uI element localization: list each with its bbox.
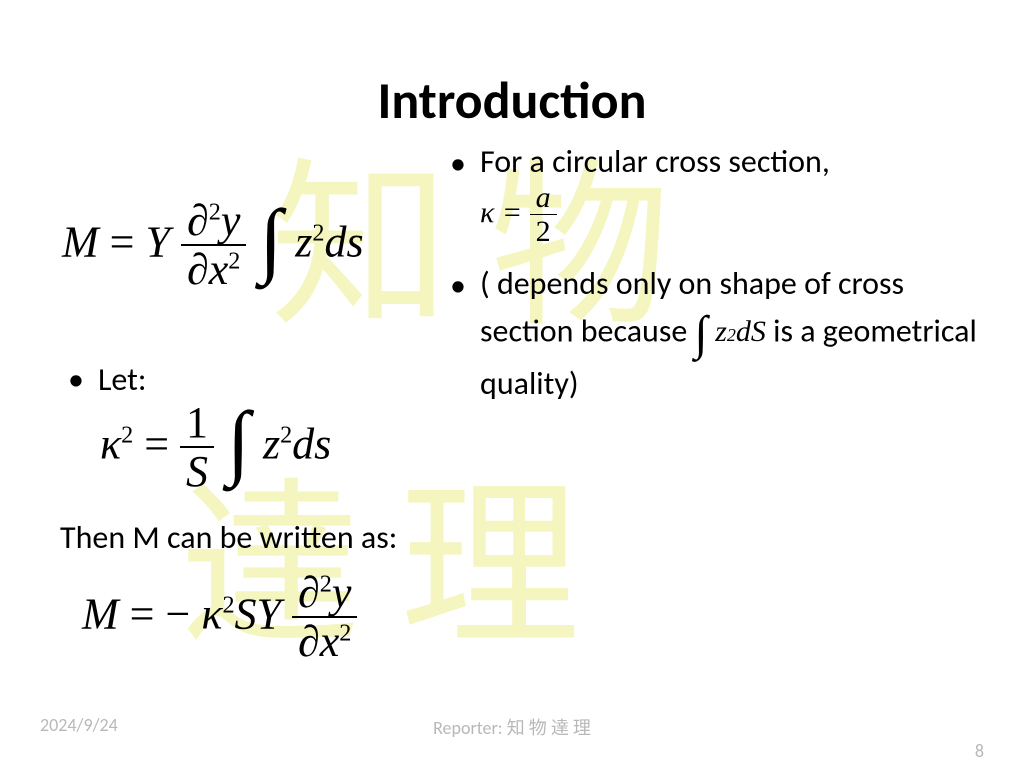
eq3-Y: Y bbox=[257, 589, 281, 638]
equation-kappa-a: κ = a 2 bbox=[480, 196, 557, 229]
page-title: Introduction bbox=[0, 0, 1024, 132]
eq2-fraction: 1 S bbox=[180, 400, 214, 497]
eq3-S: S bbox=[235, 589, 257, 638]
equation-kappa-def: κ2 = 1 S ∫ z2ds bbox=[100, 400, 331, 497]
bullet-item-depends: • ( depends only on shape of cross secti… bbox=[450, 264, 1000, 404]
eq2-z: z bbox=[263, 419, 280, 468]
bullet-icon: • bbox=[68, 360, 84, 399]
integral-sign: ∫ bbox=[259, 192, 282, 288]
eq2-ds: ds bbox=[292, 419, 331, 468]
slide-footer: 2024/9/24 Reporter: 知 物 達 理 8 bbox=[0, 714, 1024, 740]
integral-sign: ∫ bbox=[227, 394, 250, 490]
inline-integral: ∫ z2dS bbox=[695, 304, 766, 364]
eq3-fraction: ∂2y ∂x2 bbox=[292, 570, 357, 667]
equation-moment-final: M = − κ2SY ∂2y ∂x2 bbox=[82, 570, 357, 667]
let-label: •Let: bbox=[58, 360, 146, 399]
eq3-kappa: κ bbox=[201, 589, 222, 638]
equals-sign: = bbox=[144, 419, 180, 468]
equation-moment: M = Y ∂2y ∂x2 ∫ z2ds bbox=[62, 198, 364, 295]
slide-content: Introduction M = Y ∂2y ∂x2 ∫ z2ds •Let: … bbox=[0, 0, 1024, 768]
footer-reporter: Reporter: 知 物 達 理 bbox=[0, 714, 1024, 740]
minus-sign: − bbox=[165, 589, 190, 638]
eq2-kappa: κ bbox=[100, 419, 121, 468]
bullet-icon: • bbox=[450, 144, 466, 184]
eq3-M: M bbox=[82, 589, 119, 638]
eq1-ds: ds bbox=[324, 217, 363, 266]
equals-sign: = bbox=[130, 589, 166, 638]
equals-sign: = bbox=[110, 217, 146, 266]
item1-text: For a circular cross section, bbox=[480, 142, 830, 181]
bullet-icon: • bbox=[450, 266, 466, 306]
eq1-M: M bbox=[62, 217, 99, 266]
footer-date: 2024/9/24 bbox=[40, 714, 118, 736]
right-column: • For a circular cross section, κ = a 2 … bbox=[450, 142, 1000, 420]
eq1-z: z bbox=[295, 217, 312, 266]
footer-page-number: 8 bbox=[975, 740, 984, 762]
bullet-item-circular: • For a circular cross section, κ = a 2 bbox=[450, 142, 1000, 248]
eq1-Y: Y bbox=[145, 217, 169, 266]
eq1-fraction: ∂2y ∂x2 bbox=[181, 198, 246, 295]
then-label: Then M can be written as: bbox=[60, 518, 397, 557]
